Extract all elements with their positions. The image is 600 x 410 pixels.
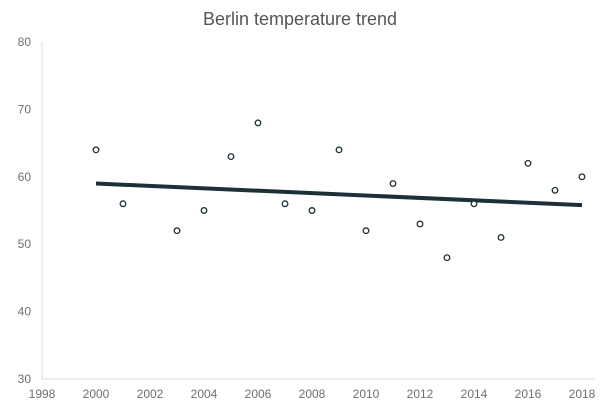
data-point (173, 227, 181, 235)
y-tick-label: 60 (18, 170, 32, 184)
x-tick-label: 2010 (353, 387, 380, 401)
data-point (389, 180, 397, 187)
data-point (227, 153, 235, 161)
data-point (578, 173, 586, 181)
x-tick-label: 2018 (569, 387, 596, 401)
data-point (524, 159, 532, 167)
x-tick-label: 2006 (245, 387, 272, 401)
x-tick-label: 2002 (137, 387, 164, 401)
data-point (92, 146, 100, 154)
data-point (119, 200, 127, 208)
data-points (92, 119, 586, 262)
x-tick-labels: 1998 2000 2002 2004 2006 2008 2010 2012 2014 2016… (29, 387, 596, 401)
y-tick-label: 30 (18, 372, 32, 386)
data-point (497, 234, 505, 241)
trendline (95, 181, 583, 208)
data-point (200, 207, 208, 214)
x-tick-label: 2012 (407, 387, 434, 401)
data-point (551, 186, 559, 194)
data-point (335, 146, 343, 154)
data-point (362, 227, 370, 235)
y-tick-label: 50 (18, 237, 32, 251)
y-tick-label: 80 (18, 35, 32, 49)
x-tick-label: 1998 (29, 387, 56, 401)
x-tick-label: 2000 (83, 387, 110, 401)
x-tick-label: 2016 (515, 387, 542, 401)
x-tick-label: 2004 (191, 387, 218, 401)
y-tick-labels: 30 40 50 60 70 80 (18, 35, 32, 386)
data-point (443, 254, 451, 262)
chart-title: Berlin temperature trend (203, 9, 397, 29)
trendline-layer (95, 181, 583, 208)
y-tick-label: 70 (18, 102, 32, 116)
data-point (281, 200, 289, 208)
data-point (308, 207, 316, 214)
y-tick-label: 40 (18, 305, 32, 319)
x-tick-label: 2008 (299, 387, 326, 401)
data-point (470, 200, 478, 208)
x-tick-label: 2014 (461, 387, 488, 401)
data-point (416, 220, 424, 228)
data-point (254, 119, 262, 127)
